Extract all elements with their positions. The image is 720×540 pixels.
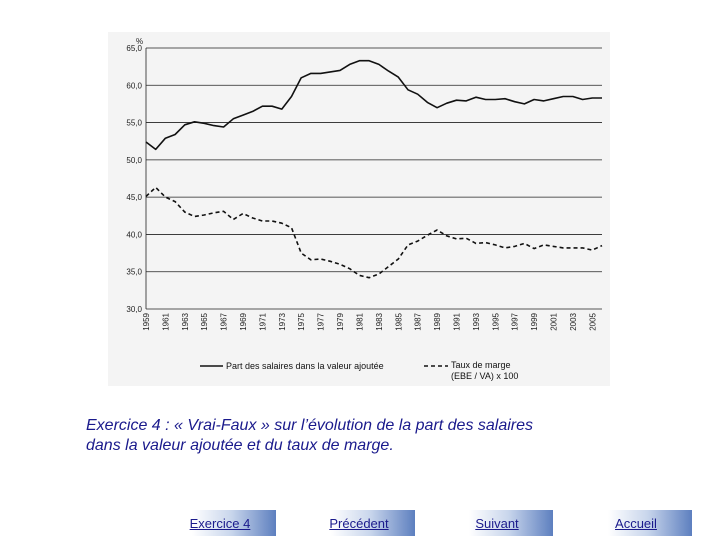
y-tick-label: 45,0 [126,193,142,202]
y-tick-label: 50,0 [126,156,142,165]
x-tick-label: 1975 [297,312,306,330]
legend-label-marge-line2: (EBE / VA) x 100 [451,371,518,381]
y-tick-labels: 30,0 35,0 40,0 45,0 50,0 55,0 60,0 65,0 [126,44,142,314]
y-tick-label: 30,0 [126,305,142,314]
x-tick-label: 1979 [336,312,345,330]
y-tick-label: 65,0 [126,44,142,53]
x-tick-label: 2003 [569,312,578,330]
exercise-caption: Exercice 4 : « Vrai-Faux » sur l’évoluti… [86,416,686,456]
x-tick-label: 1985 [394,312,403,330]
y-tick-label: 35,0 [126,268,142,277]
x-tick-label: 1961 [161,312,170,330]
next-button[interactable]: Suivant [441,510,553,536]
previous-button[interactable]: Précédent [303,510,415,536]
y-unit-label: % [136,37,143,46]
legend-label-marge-line1: Taux de marge [451,360,511,370]
x-tick-label: 1963 [181,312,190,330]
x-tick-label: 1987 [414,312,423,330]
x-tick-label: 1973 [278,312,287,330]
y-tick-label: 55,0 [126,119,142,128]
series-line-1 [145,186,603,279]
line-chart: % 30,035,040,045,050,055,060,065,0 1959 1… [126,37,603,381]
caption-line-1: Exercice 4 : « Vrai-Faux » sur l’évoluti… [86,417,534,434]
x-tick-label: 2001 [549,312,558,330]
series-line-0 [145,59,602,151]
y-tick-label: 60,0 [126,81,142,90]
x-tick-label: 1981 [355,312,364,330]
caption-line-2: dans la valeur ajoutée et du taux de mar… [86,437,394,454]
grid-lines [146,47,602,310]
x-tick-label: 1993 [472,312,481,330]
x-tick-label: 1971 [258,312,267,330]
x-tick-label: 1995 [491,312,500,330]
x-tick-label: 1969 [239,312,248,330]
chart-panel: % 30,0 35,0 40,0 45,0 50,0 55,0 60,0 65,0 1959 1… [108,32,610,386]
x-tick-label: 1967 [220,312,229,330]
y-tick-label: 40,0 [126,230,142,239]
x-tick-label: 1959 [142,312,151,330]
home-button[interactable]: Accueil [580,510,692,536]
x-tick-label: 2005 [588,312,597,330]
exercise-4-button[interactable]: Exercice 4 [164,510,276,536]
x-tick-label: 1983 [375,312,384,330]
x-tick-label: 1977 [317,312,326,330]
x-tick-label: 1965 [200,312,209,330]
legend-label-salaires: Part des salaires dans la valeur ajoutée [226,361,384,371]
x-tick-labels: 1959 1961 1963 1965 1967 1969 1971 1973 1975 1977… [142,312,597,330]
x-tick-label: 1997 [511,312,520,330]
x-tick-label: 1999 [530,312,539,330]
x-tick-label: 1991 [452,312,461,330]
series-lines [145,59,603,279]
x-tick-label: 1989 [433,312,442,330]
legend: Part des salaires dans la valeur ajoutée… [200,360,518,381]
